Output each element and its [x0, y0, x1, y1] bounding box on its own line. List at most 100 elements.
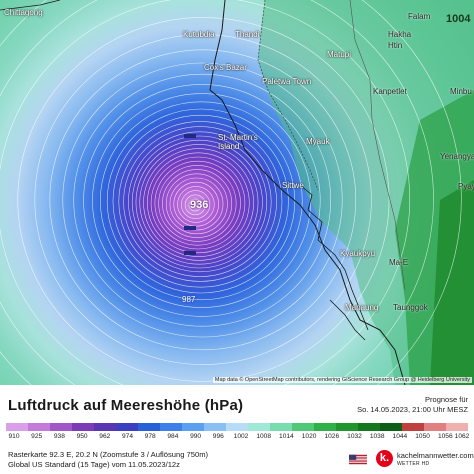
isobar-line — [158, 165, 237, 242]
isobar-line — [0, 0, 461, 385]
color-scale-swatch — [116, 423, 139, 431]
isobar-line — [62, 62, 343, 338]
place-label: Paletwa Town — [262, 77, 312, 86]
color-scale-swatch — [248, 423, 271, 431]
place-label: Manaung — [345, 303, 379, 312]
isobar-line — [73, 73, 332, 327]
cyclone-center-pressure: 936 — [190, 199, 209, 211]
place-label: St. Martin's Island — [218, 133, 258, 151]
color-scale-bar — [6, 423, 468, 431]
place-label: Kutubdia — [183, 30, 215, 39]
place-label: Taunggok — [393, 303, 428, 312]
isobar-line — [0, 0, 410, 385]
legend-tick-label: 910 — [8, 433, 20, 440]
legend-tick-label: 1062 — [454, 433, 470, 440]
legend-tick-label: 990 — [190, 433, 202, 440]
isobar-line — [123, 126, 277, 277]
info-line-model: Global US Standard (15 Tage) vom 11.05.2… — [8, 460, 180, 469]
forecast-time: So. 14.05.2023, 21:00 Uhr MESZ — [357, 405, 468, 414]
legend-tick-label: 1056 — [437, 433, 453, 440]
legend-tick-label: 984 — [167, 433, 179, 440]
legend-tick-label: 938 — [53, 433, 65, 440]
color-scale-swatch — [6, 423, 29, 431]
legend-tick-label: 962 — [99, 433, 111, 440]
isobar-line — [188, 198, 202, 212]
isobar-line — [135, 139, 263, 265]
legend-footer: Luftdruck auf Meereshöhe (hPa) Prognose … — [0, 385, 474, 474]
place-label: Htin — [388, 41, 403, 50]
place-label: Ma-E — [389, 258, 409, 267]
pressure-map[interactable]: Chittagong Kutubdia Thandi Cox's Bazar P… — [0, 0, 474, 385]
place-label: Chittagong — [4, 8, 43, 17]
isobar-line — [131, 135, 268, 269]
map-attribution[interactable]: Map data © OpenStreetMap contributors, r… — [212, 377, 472, 383]
color-scale-swatch — [336, 423, 359, 431]
isobar-line — [139, 144, 259, 261]
brand-logo-icon[interactable]: k. — [376, 450, 393, 467]
place-label: Hakha — [388, 30, 412, 39]
isobar-line — [118, 121, 283, 282]
map-title: Luftdruck auf Meereshöhe (hPa) — [8, 397, 244, 414]
color-scale-swatch — [292, 423, 315, 431]
isobar-line — [184, 194, 206, 216]
color-scale-swatch — [270, 423, 293, 431]
color-scale-swatch — [50, 423, 73, 431]
color-scale-swatch — [380, 423, 403, 431]
color-scale-swatch — [204, 423, 227, 431]
place-label: Thandi — [235, 30, 260, 39]
isobar-line — [83, 84, 321, 317]
color-scale-swatch — [358, 423, 381, 431]
place-label: Yenangyaung — [440, 152, 474, 161]
color-scale-swatch — [314, 423, 337, 431]
legend-tick-label: 1032 — [347, 433, 362, 440]
legend-tick-label: 1002 — [233, 433, 249, 440]
legend-tick-label: 1008 — [256, 433, 272, 440]
color-scale-swatch — [160, 423, 183, 431]
color-scale-swatch — [138, 423, 161, 431]
place-label: Falam — [408, 12, 431, 21]
isobar-line — [34, 34, 372, 365]
color-scale-swatch — [402, 423, 425, 431]
place-label: Myauk — [306, 137, 330, 146]
legend-tick-label: 1050 — [415, 433, 430, 440]
isobar-line — [49, 49, 357, 351]
brand-subtitle: WETTER HD — [397, 461, 430, 467]
isobar-line — [165, 173, 228, 235]
brand-name[interactable]: kachelmannwetter.com — [397, 451, 474, 460]
legend-tick-label: 1038 — [369, 433, 385, 440]
isobar-line — [0, 0, 434, 385]
color-scale-swatch — [182, 423, 205, 431]
legend-tick-label: 925 — [31, 433, 43, 440]
place-label: Sittwe — [282, 181, 304, 190]
isobar-line — [112, 114, 289, 288]
color-scale-swatch — [424, 423, 447, 431]
legend-tick-label: 1026 — [324, 433, 340, 440]
legend-tick-label: 1044 — [392, 433, 408, 440]
color-scale-swatch — [28, 423, 51, 431]
isobar-value-label: 987 — [182, 295, 196, 304]
isobar-line — [169, 177, 224, 231]
place-label: Kanpetlet — [373, 87, 407, 96]
color-scale-swatch — [446, 423, 468, 431]
corner-pressure-label: 1004 — [446, 13, 471, 25]
isobar-line — [177, 186, 215, 223]
isobar-line — [150, 156, 246, 250]
isobar-line — [173, 181, 219, 227]
color-scale-swatch — [226, 423, 249, 431]
legend-tick-label: 950 — [76, 433, 88, 440]
legend-tick-label: 978 — [144, 433, 156, 440]
color-scale-swatch — [94, 423, 117, 431]
isobar-line — [181, 190, 211, 219]
legend-tick-label: 974 — [121, 433, 133, 440]
isobar-line — [154, 160, 241, 246]
pressure-field — [0, 0, 474, 385]
isobar-line — [143, 148, 254, 257]
legend-tick-label: 1014 — [279, 433, 294, 440]
info-line-resolution: Rasterkarte 92.3 E, 20.2 N (Zoomstufe 3 … — [8, 450, 209, 459]
legend-tick-label: 1020 — [301, 433, 317, 440]
isobar-line — [17, 17, 390, 382]
place-label: Minbu — [450, 87, 472, 96]
legend-tick-label: 996 — [212, 433, 224, 440]
place-label: Cox's Bazar — [204, 63, 247, 72]
place-label: Pyay — [458, 182, 474, 191]
